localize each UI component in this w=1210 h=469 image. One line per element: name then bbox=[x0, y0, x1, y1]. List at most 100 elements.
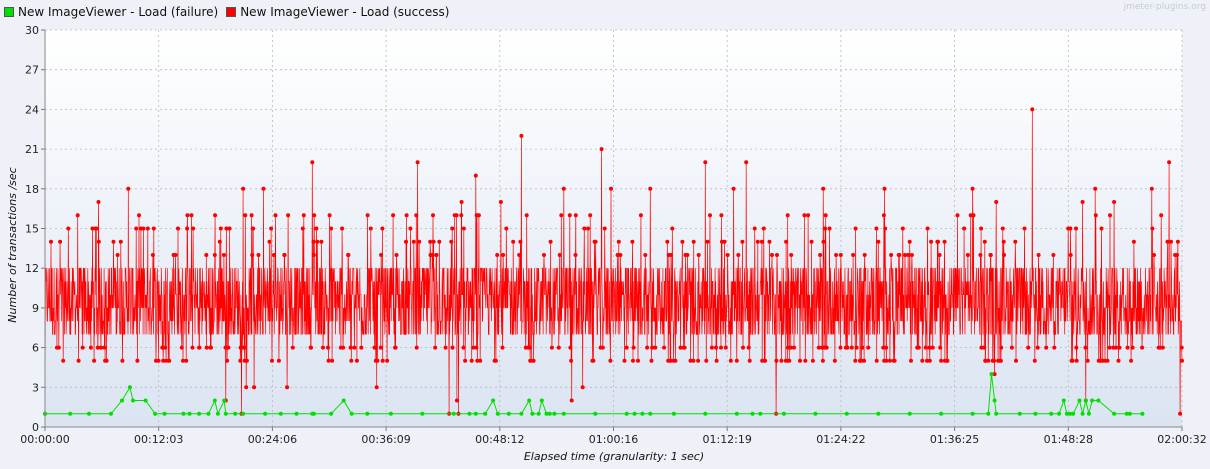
data-point-success bbox=[99, 345, 103, 350]
data-point-failure bbox=[1090, 398, 1095, 403]
data-point-success bbox=[938, 345, 943, 350]
x-axis-label: Elapsed time (granularity: 1 sec) bbox=[524, 450, 704, 463]
data-point-success bbox=[1085, 358, 1090, 363]
x-tick-label: 00:48:12 bbox=[475, 433, 524, 446]
data-point-success bbox=[88, 345, 93, 350]
data-point-success bbox=[820, 358, 825, 363]
data-point-success bbox=[705, 239, 710, 244]
data-point-success bbox=[994, 200, 999, 204]
data-point-success bbox=[1009, 345, 1014, 350]
data-point-success bbox=[971, 213, 976, 218]
data-point-success bbox=[150, 253, 155, 257]
data-point-success bbox=[556, 345, 561, 350]
data-point-success bbox=[876, 239, 881, 244]
data-point-success bbox=[212, 253, 217, 257]
data-point-success bbox=[883, 226, 888, 231]
data-point-success bbox=[648, 186, 653, 191]
data-point-success bbox=[582, 226, 587, 231]
data-point-failure bbox=[187, 411, 192, 416]
data-point-failure bbox=[648, 411, 653, 416]
data-point-failure bbox=[544, 411, 549, 416]
data-point-success bbox=[414, 345, 419, 350]
data-point-success bbox=[218, 226, 223, 231]
data-point-success bbox=[630, 239, 635, 244]
y-tick-label: 9 bbox=[32, 302, 39, 315]
legend-swatch-success bbox=[226, 7, 237, 17]
data-point-success bbox=[141, 226, 146, 231]
data-point-success bbox=[631, 345, 636, 350]
data-point-success bbox=[349, 358, 354, 363]
data-point-success bbox=[834, 253, 839, 257]
data-point-success bbox=[892, 358, 897, 363]
data-point-failure bbox=[986, 411, 991, 416]
data-point-success bbox=[1068, 226, 1073, 231]
data-point-success bbox=[1026, 345, 1031, 350]
data-point-success bbox=[665, 239, 670, 244]
data-point-success bbox=[862, 253, 867, 257]
data-point-success bbox=[970, 186, 975, 191]
data-point-success bbox=[955, 213, 960, 218]
data-point-success bbox=[414, 213, 419, 218]
data-point-success bbox=[714, 358, 719, 363]
data-point-success bbox=[979, 345, 984, 350]
data-point-success bbox=[330, 358, 335, 363]
data-point-success bbox=[469, 358, 474, 363]
data-point-success bbox=[1178, 411, 1183, 416]
data-point-success bbox=[1052, 345, 1057, 350]
data-point-success bbox=[573, 213, 578, 218]
data-point-success bbox=[1099, 226, 1104, 231]
data-point-success bbox=[569, 358, 574, 363]
data-point-success bbox=[849, 345, 854, 350]
data-point-success bbox=[378, 345, 383, 350]
data-point-success bbox=[860, 345, 865, 350]
data-point-success bbox=[449, 239, 454, 244]
data-point-success bbox=[874, 358, 879, 363]
data-point-success bbox=[167, 358, 172, 363]
data-point-failure bbox=[939, 411, 944, 416]
data-point-success bbox=[191, 226, 196, 231]
data-point-success bbox=[978, 253, 983, 257]
data-point-success bbox=[881, 345, 886, 350]
data-point-success bbox=[1032, 358, 1037, 363]
data-point-failure bbox=[473, 411, 478, 416]
data-point-success bbox=[213, 213, 218, 218]
data-point-success bbox=[1093, 186, 1098, 191]
data-point-success bbox=[527, 345, 532, 350]
data-point-success bbox=[96, 200, 101, 204]
data-point-success bbox=[321, 345, 325, 350]
data-point-failure bbox=[311, 411, 316, 416]
data-point-success bbox=[992, 372, 997, 377]
data-point-failure bbox=[127, 385, 132, 390]
data-point-success bbox=[680, 239, 685, 244]
data-point-success bbox=[385, 358, 390, 363]
data-point-success bbox=[1013, 239, 1018, 244]
data-point-failure bbox=[495, 411, 500, 416]
data-point-success bbox=[459, 213, 464, 218]
data-point-success bbox=[962, 226, 967, 231]
data-point-success bbox=[775, 253, 779, 257]
data-point-success bbox=[461, 345, 466, 350]
data-point-success bbox=[66, 226, 71, 231]
data-point-success bbox=[821, 239, 826, 244]
data-point-success bbox=[329, 226, 334, 231]
data-point-failure bbox=[624, 411, 629, 416]
data-point-failure bbox=[539, 398, 544, 403]
data-point-success bbox=[524, 213, 529, 218]
data-point-success bbox=[58, 239, 63, 244]
data-point-failure bbox=[989, 372, 994, 377]
data-point-success bbox=[315, 239, 320, 244]
data-point-success bbox=[431, 213, 435, 218]
data-point-success bbox=[173, 253, 178, 257]
data-point-success bbox=[408, 226, 413, 231]
data-point-failure bbox=[994, 411, 999, 416]
data-point-success bbox=[244, 385, 249, 390]
data-point-success bbox=[824, 345, 829, 350]
data-point-success bbox=[983, 358, 988, 363]
data-point-success bbox=[261, 186, 266, 191]
data-point-success bbox=[394, 253, 399, 257]
data-point-success bbox=[945, 358, 950, 363]
data-point-success bbox=[368, 226, 373, 231]
data-point-success bbox=[92, 358, 97, 363]
x-tick-label: 02:00:32 bbox=[1157, 433, 1206, 446]
data-point-success bbox=[372, 345, 377, 350]
